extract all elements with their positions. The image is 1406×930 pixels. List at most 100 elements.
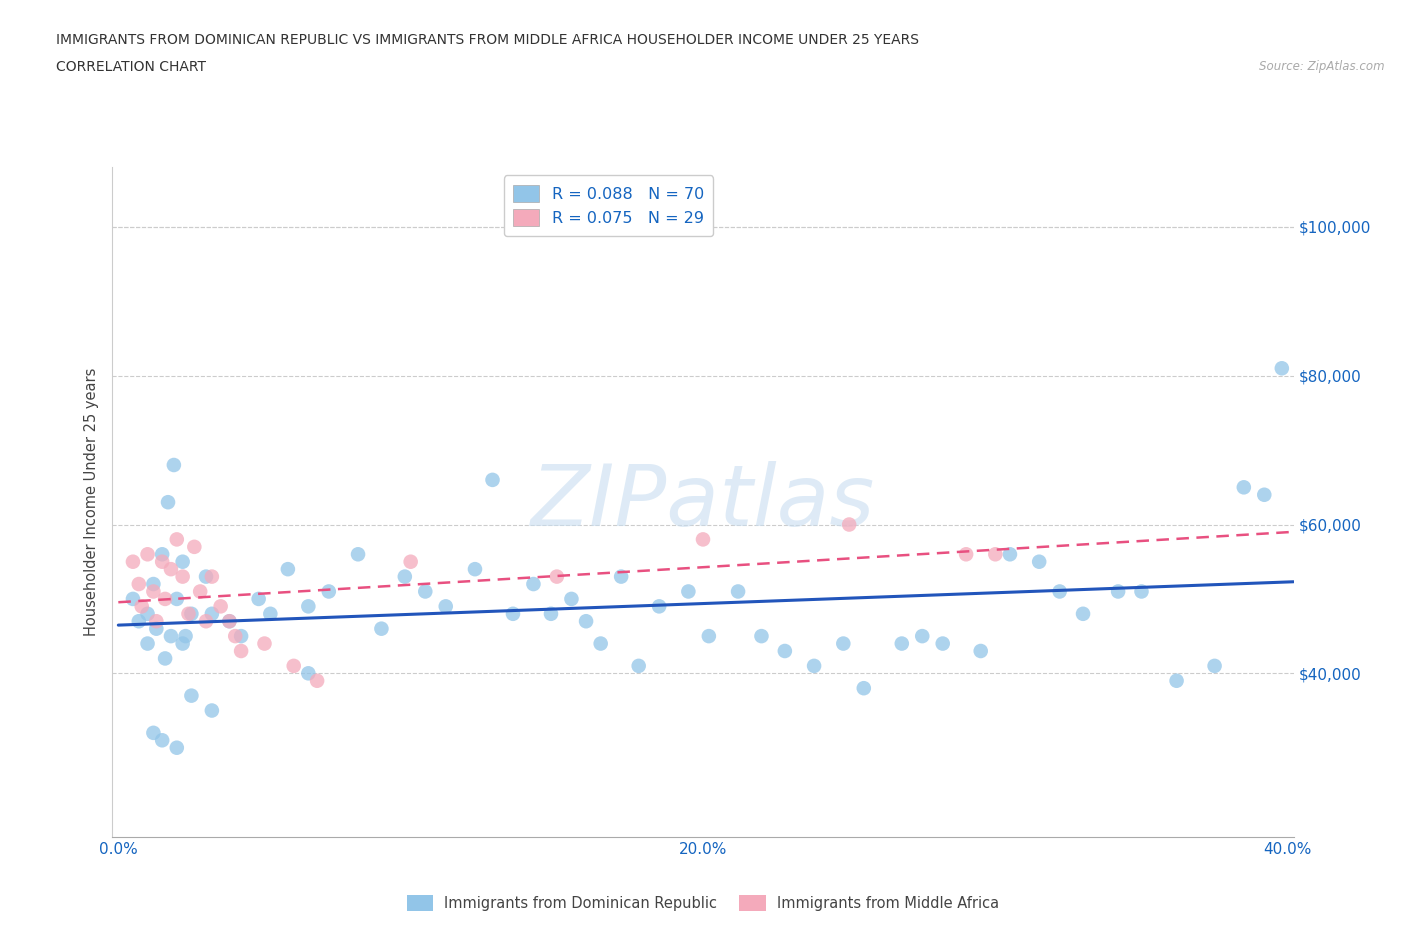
Point [984, 547, 1007, 562]
Point [370, 621, 392, 636]
Point [180, 606, 202, 621]
Point [209, 599, 232, 614]
Point [1204, 658, 1226, 673]
Point [307, 673, 329, 688]
Text: ZIPatlas: ZIPatlas [531, 460, 875, 544]
Point [163, 458, 186, 472]
Point [911, 629, 934, 644]
Point [773, 644, 796, 658]
Point [183, 539, 205, 554]
Point [1253, 487, 1275, 502]
Point [852, 681, 875, 696]
Point [131, 599, 153, 614]
Point [150, 547, 173, 562]
Point [145, 621, 167, 636]
Legend: Immigrants from Dominican Republic, Immigrants from Middle Africa: Immigrants from Dominican Republic, Immi… [401, 889, 1005, 917]
Point [136, 606, 159, 621]
Point [890, 636, 912, 651]
Point [692, 532, 714, 547]
Point [229, 644, 252, 658]
Point [1166, 673, 1188, 688]
Point [172, 554, 194, 569]
Point [174, 629, 197, 644]
Point [697, 629, 720, 644]
Point [150, 554, 173, 569]
Point [172, 636, 194, 651]
Point [224, 629, 246, 644]
Point [1233, 480, 1256, 495]
Point [142, 725, 165, 740]
Point [803, 658, 825, 673]
Point [166, 591, 188, 606]
Point [751, 629, 773, 644]
Point [259, 606, 281, 621]
Point [122, 554, 145, 569]
Point [540, 606, 562, 621]
Point [142, 577, 165, 591]
Point [172, 569, 194, 584]
Point [277, 562, 299, 577]
Point [150, 733, 173, 748]
Text: CORRELATION CHART: CORRELATION CHART [56, 60, 207, 74]
Point [678, 584, 700, 599]
Point [180, 688, 202, 703]
Point [201, 703, 224, 718]
Point [318, 584, 340, 599]
Point [160, 562, 183, 577]
Point [627, 658, 650, 673]
Point [166, 532, 188, 547]
Text: Source: ZipAtlas.com: Source: ZipAtlas.com [1260, 60, 1385, 73]
Point [157, 495, 180, 510]
Point [838, 517, 860, 532]
Point [832, 636, 855, 651]
Point [347, 547, 370, 562]
Point [399, 554, 422, 569]
Point [589, 636, 612, 651]
Point [247, 591, 270, 606]
Point [575, 614, 598, 629]
Point [502, 606, 524, 621]
Point [253, 636, 276, 651]
Point [145, 614, 167, 629]
Point [177, 606, 200, 621]
Point [394, 569, 416, 584]
Point [998, 547, 1021, 562]
Point [1107, 584, 1129, 599]
Y-axis label: Householder Income Under 25 years: Householder Income Under 25 years [83, 368, 98, 636]
Point [1130, 584, 1153, 599]
Point [229, 629, 252, 644]
Point [522, 577, 544, 591]
Point [931, 636, 953, 651]
Point [218, 614, 240, 629]
Point [136, 636, 159, 651]
Point [142, 584, 165, 599]
Point [648, 599, 671, 614]
Point [160, 629, 183, 644]
Point [218, 614, 240, 629]
Point [546, 569, 568, 584]
Text: IMMIGRANTS FROM DOMINICAN REPUBLIC VS IMMIGRANTS FROM MIDDLE AFRICA HOUSEHOLDER : IMMIGRANTS FROM DOMINICAN REPUBLIC VS IM… [56, 33, 920, 46]
Point [153, 651, 176, 666]
Point [434, 599, 457, 614]
Point [1271, 361, 1294, 376]
Point [970, 644, 993, 658]
Point [195, 614, 218, 629]
Point [727, 584, 749, 599]
Point [188, 584, 211, 599]
Point [283, 658, 305, 673]
Point [153, 591, 176, 606]
Point [464, 562, 486, 577]
Point [195, 569, 218, 584]
Point [201, 606, 224, 621]
Point [955, 547, 977, 562]
Point [136, 547, 159, 562]
Point [413, 584, 436, 599]
Point [610, 569, 633, 584]
Point [128, 614, 150, 629]
Point [128, 577, 150, 591]
Point [166, 740, 188, 755]
Point [1028, 554, 1050, 569]
Point [481, 472, 503, 487]
Point [122, 591, 145, 606]
Point [201, 569, 224, 584]
